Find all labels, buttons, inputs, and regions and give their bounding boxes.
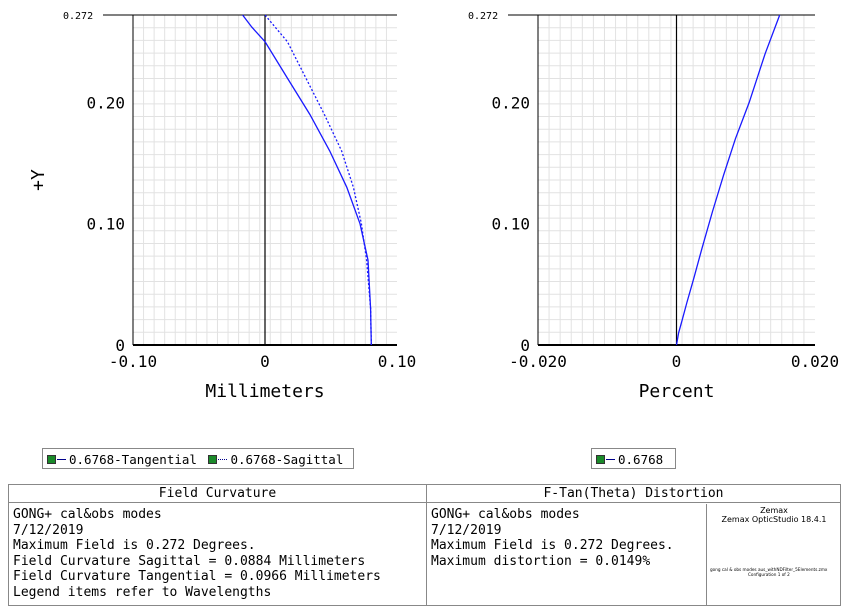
info-line: GONG+ cal&obs modes bbox=[431, 507, 580, 522]
y-tick-label: 0.10 bbox=[86, 215, 125, 234]
info-line: Maximum Field is 0.272 Degrees. bbox=[431, 538, 674, 553]
plots-canvas: -0.10 0 0.1000.100.200.272Millimeters+Y-0.… bbox=[28, 11, 839, 402]
x-tick-label: 0.020 bbox=[791, 352, 839, 371]
solid-line-icon bbox=[606, 459, 615, 460]
legend-item-distortion: 0.6768 bbox=[596, 449, 663, 470]
legend-left: 0.6768-Tangential 0.6768-Sagittal bbox=[42, 448, 354, 469]
y-tick-label: 0.272 bbox=[468, 11, 498, 22]
x-axis-label: Millimeters bbox=[205, 381, 324, 402]
y-axis-label: +Y bbox=[28, 169, 49, 191]
x-tick-label: -0.020 bbox=[509, 352, 567, 371]
series-line-0-6768 bbox=[675, 14, 781, 346]
distortion-text: GONG+ cal&obs modes 7/12/2019 Maximum Fi… bbox=[427, 504, 705, 572]
x-tick-label: -0.10 bbox=[109, 352, 157, 371]
legend-right: 0.6768 bbox=[591, 448, 676, 469]
x-tick-label: 0 bbox=[672, 352, 682, 371]
field-curvature-title: Field Curvature bbox=[9, 485, 426, 503]
info-divider bbox=[426, 485, 427, 605]
zemax-stamp: Zemax Zemax OpticStudio 18.4.1 gong cal … bbox=[706, 504, 841, 606]
zemax-config: Configuration 1 of 2 bbox=[748, 572, 790, 577]
legend-label-distortion: 0.6768 bbox=[618, 452, 664, 467]
info-line: Maximum Field is 0.272 Degrees. bbox=[13, 538, 256, 553]
series-line-0-6768-sagittal bbox=[264, 14, 372, 346]
distortion-title: F-Tan(Theta) Distortion bbox=[427, 485, 840, 503]
info-line: GONG+ cal&obs modes bbox=[13, 507, 162, 522]
y-tick-label: 0.20 bbox=[491, 93, 530, 112]
legend-item-tangential: 0.6768-Tangential bbox=[47, 449, 197, 470]
legend-item-sagittal: 0.6768-Sagittal bbox=[208, 449, 343, 470]
info-line: Field Curvature Sagittal = 0.0884 Millim… bbox=[13, 553, 366, 569]
zemax-file-name: gong cal & obs modes aus_withNDFilter_5E… bbox=[710, 567, 828, 572]
legend-swatch-icon bbox=[47, 455, 56, 464]
legend-label-sagittal: 0.6768-Sagittal bbox=[230, 452, 344, 467]
info-line: Field Curvature Tangential = 0.0966 Mill… bbox=[13, 569, 381, 584]
info-line: Maximum distortion = 0.0149% bbox=[431, 553, 651, 569]
zemax-label: Zemax bbox=[760, 506, 788, 515]
info-line: 7/12/2019 bbox=[13, 522, 84, 538]
info-line: Legend items refer to Wavelengths bbox=[13, 584, 272, 600]
solid-line-icon bbox=[57, 459, 66, 460]
dotted-line-icon bbox=[218, 459, 228, 460]
zemax-file-note: gong cal & obs modes aus_withNDFilter_5E… bbox=[710, 567, 827, 577]
legend-swatch-icon bbox=[208, 455, 218, 464]
zemax-version: Zemax OpticStudio 18.4.1 bbox=[721, 515, 827, 524]
x-tick-label: 0.10 bbox=[378, 352, 417, 371]
info-line: 7/12/2019 bbox=[431, 522, 502, 538]
y-tick-label: 0 bbox=[520, 336, 530, 355]
legend-swatch-icon bbox=[596, 455, 605, 464]
x-tick-label: 0 bbox=[260, 352, 270, 371]
series-line-0-6768-tangential bbox=[242, 14, 372, 346]
y-tick-label: 0.10 bbox=[491, 215, 530, 234]
x-axis-label: Percent bbox=[639, 381, 715, 402]
info-panel: Field Curvature F-Tan(Theta) Distortion … bbox=[8, 484, 841, 606]
y-tick-label: 0.272 bbox=[63, 11, 93, 22]
legend-label-tangential: 0.6768-Tangential bbox=[69, 452, 197, 467]
field-curvature-text: GONG+ cal&obs modes 7/12/2019 Maximum Fi… bbox=[9, 504, 426, 603]
y-tick-label: 0.20 bbox=[86, 93, 125, 112]
y-tick-label: 0 bbox=[115, 336, 125, 355]
